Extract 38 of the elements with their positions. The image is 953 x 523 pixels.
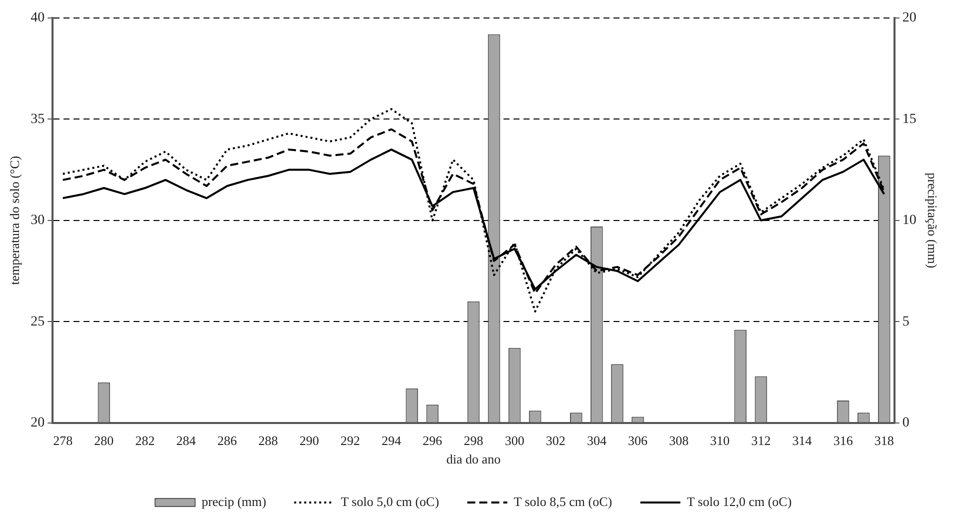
x-tick-label: 278 xyxy=(53,433,73,448)
x-tick-label: 308 xyxy=(669,433,689,448)
x-tick-label: 296 xyxy=(422,433,443,448)
y-tick-label: 30 xyxy=(30,213,45,228)
y-tick-label: 25 xyxy=(30,314,45,330)
legend-label: T solo 12,0 cm (oC) xyxy=(686,494,792,509)
x-tick-label: 310 xyxy=(710,433,730,448)
x-tick-label: 306 xyxy=(628,433,648,448)
x-tick-label: 316 xyxy=(833,433,854,448)
y2-tick-label: 10 xyxy=(902,213,916,228)
y2-axis-title: precipitação (mm) xyxy=(924,172,940,268)
y-tick-label: 20 xyxy=(30,415,45,430)
x-tick-label: 312 xyxy=(751,433,771,448)
y2-tick-label: 15 xyxy=(902,112,916,127)
x-tick-label: 302 xyxy=(546,433,566,448)
x-tick-label: 294 xyxy=(382,433,402,448)
x-axis-title: dia do ano xyxy=(446,452,501,467)
x-tick-label: 318 xyxy=(874,433,894,448)
x-tick-label: 284 xyxy=(176,433,196,448)
y2-tick-label: 20 xyxy=(902,10,916,26)
x-tick-label: 288 xyxy=(258,433,278,448)
y-tick-label: 35 xyxy=(30,112,45,127)
x-tick-label: 280 xyxy=(94,433,114,448)
y-axis-title: temperatura do solo (°C) xyxy=(7,156,22,285)
x-tick-label: 286 xyxy=(217,433,238,448)
x-tick-label: 314 xyxy=(792,433,812,448)
x-tick-label: 282 xyxy=(135,433,155,448)
legend-label: T solo 5,0 cm (oC) xyxy=(340,494,440,509)
legend-label: precip (mm) xyxy=(202,494,266,509)
x-tick-label: 292 xyxy=(340,433,360,448)
x-tick-label: 300 xyxy=(504,433,524,448)
x-tick-label: 290 xyxy=(299,433,319,448)
legend-label: T solo 8,5 cm (oC) xyxy=(514,494,612,509)
y2-tick-label: 0 xyxy=(902,415,910,430)
x-tick-label: 304 xyxy=(586,433,607,448)
x-tick-label: 298 xyxy=(464,433,484,448)
y2-tick-label: 5 xyxy=(902,314,910,330)
y-tick-label: 40 xyxy=(30,10,45,26)
